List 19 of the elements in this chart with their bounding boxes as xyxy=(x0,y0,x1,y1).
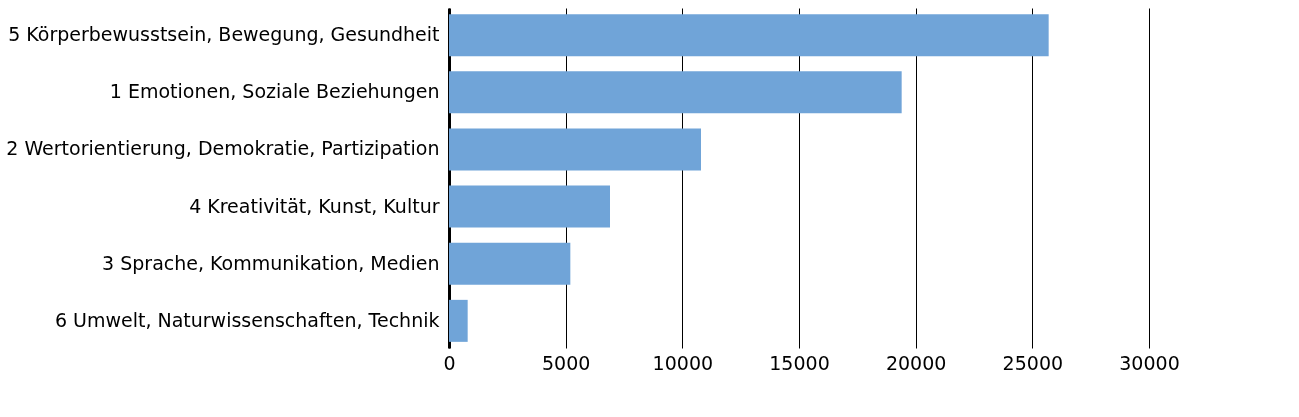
x-tick-label: 30000 xyxy=(1119,351,1180,374)
y-tick-label: 2 Wertorientierung, Demokratie, Partizipation xyxy=(6,137,440,160)
y-tick-label: 1 Emotionen, Soziale Beziehungen xyxy=(109,80,440,103)
y-tick-label: 3 Sprache, Kommunikation, Medien xyxy=(102,251,440,274)
x-tick-label: 15000 xyxy=(769,351,830,374)
x-tick-label: 0 xyxy=(443,351,456,374)
bar xyxy=(449,242,571,285)
x-tick-label: 5000 xyxy=(541,351,591,374)
x-tick-label: 10000 xyxy=(652,351,714,374)
y-tick-label: 6 Umwelt, Naturwissenschaften, Technik xyxy=(54,308,440,331)
bar xyxy=(449,71,902,114)
bar xyxy=(449,185,610,228)
y-tick-label: 5 Körperbewusstsein, Bewegung, Gesundheit xyxy=(8,23,440,46)
bar xyxy=(449,299,468,342)
bar xyxy=(449,128,701,171)
x-tick-label: 25000 xyxy=(1002,351,1064,374)
bar xyxy=(449,14,1049,57)
x-tick-label: 20000 xyxy=(885,351,947,374)
y-tick-label: 4 Kreativität, Kunst, Kultur xyxy=(189,194,440,217)
